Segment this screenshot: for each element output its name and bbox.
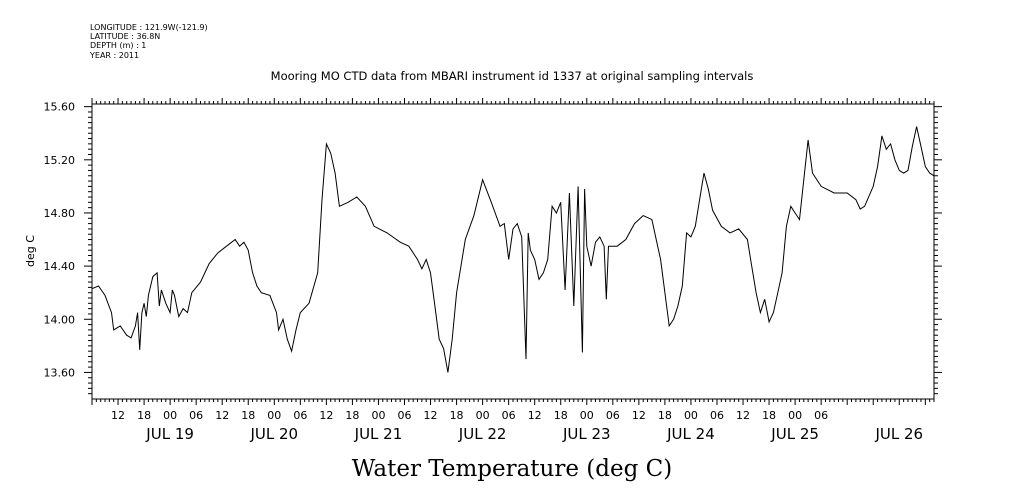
plot-frame: [91, 103, 935, 400]
x-day-label: JUL 20: [249, 425, 298, 443]
x-hour-label: 18: [450, 409, 464, 422]
chart-title: Mooring MO CTD data from MBARI instrumen…: [271, 69, 754, 83]
x-day-label: JUL 25: [770, 425, 819, 443]
x-hour-label: 12: [736, 409, 750, 422]
y-tick-label: 14.00: [44, 313, 76, 326]
x-hour-label: 12: [424, 409, 438, 422]
x-hour-label: 00: [267, 409, 281, 422]
x-tick-labels: 12 18 00 06 12 18 00 06 12 18 00 06 12 18 00 06 12 18 00 06…: [111, 409, 923, 443]
y-tick-labels: 13.60 14.00 14.40 14.80 15.20 15.60: [44, 101, 76, 380]
x-hour-label: 00: [580, 409, 594, 422]
x-hour-label: 06: [502, 409, 516, 422]
x-hour-label: 18: [137, 409, 151, 422]
x-hour-label: 18: [658, 409, 672, 422]
x-hour-label: 18: [554, 409, 568, 422]
x-day-label: JUL 19: [145, 425, 194, 443]
x-hour-label: 12: [111, 409, 125, 422]
series-line: [91, 126, 935, 373]
x-hour-label: 00: [371, 409, 385, 422]
y-tick-label: 13.60: [44, 366, 76, 379]
x-hour-label: 00: [163, 409, 177, 422]
meta-line: LATITUDE : 36.8N: [90, 32, 160, 41]
x-hour-label: 18: [241, 409, 255, 422]
meta-line: LONGITUDE : 121.9W(-121.9): [90, 23, 208, 32]
y-tick-label: 14.80: [44, 207, 76, 220]
x-day-label: JUL 23: [562, 425, 611, 443]
x-hour-label: 12: [319, 409, 333, 422]
x-hour-label: 06: [189, 409, 203, 422]
y-tick-label: 15.60: [44, 101, 76, 114]
x-hour-label: 00: [476, 409, 490, 422]
meta-line: DEPTH (m) : 1: [90, 41, 146, 50]
x-hour-label: 12: [215, 409, 229, 422]
x-day-label: JUL 21: [354, 425, 403, 443]
y-tick-label: 15.20: [44, 154, 76, 167]
x-hour-label: 06: [397, 409, 411, 422]
footer-title: Water Temperature (deg C): [352, 456, 672, 482]
x-hour-label: 06: [710, 409, 724, 422]
y-axis-label: deg C: [24, 235, 37, 267]
y-tick-label: 14.40: [44, 260, 76, 273]
x-hour-label: 12: [632, 409, 646, 422]
x-hour-label: 18: [345, 409, 359, 422]
x-day-label: JUL 24: [666, 425, 715, 443]
meta-line: YEAR : 2011: [89, 51, 139, 60]
x-hour-label: 12: [528, 409, 542, 422]
metadata-block: LONGITUDE : 121.9W(-121.9) LATITUDE : 36…: [89, 23, 208, 60]
axis-ticks: [84, 98, 942, 405]
x-hour-label: 06: [606, 409, 620, 422]
x-day-label: JUL 22: [458, 425, 507, 443]
x-day-label: JUL 26: [874, 425, 923, 443]
x-hour-label: 00: [684, 409, 698, 422]
x-hour-label: 00: [788, 409, 802, 422]
x-hour-label: 06: [293, 409, 307, 422]
x-hour-label: 06: [814, 409, 828, 422]
x-hour-label: 18: [762, 409, 776, 422]
